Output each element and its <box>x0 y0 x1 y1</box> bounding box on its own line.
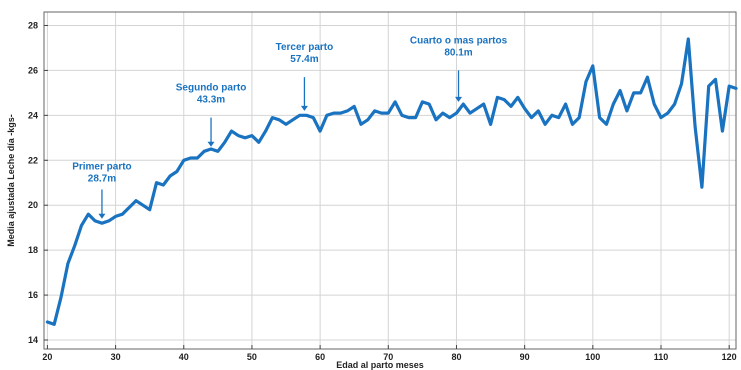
data-series <box>45 37 738 326</box>
annotation-arrow-head <box>455 96 463 102</box>
y-tick-label: 28 <box>28 20 38 30</box>
annotation-value: 28.7m <box>88 173 116 184</box>
x-tick-label: 40 <box>179 352 189 362</box>
x-tick-label: 50 <box>247 352 257 362</box>
grid <box>44 12 736 349</box>
y-axis-label: Media ajustada Leche día -kgs- <box>6 114 16 247</box>
x-tick-label: 60 <box>315 352 325 362</box>
x-tick-label: 20 <box>42 352 52 362</box>
x-tick-label: 70 <box>383 352 393 362</box>
x-axis-label: Edad al parto meses <box>336 360 424 370</box>
x-tick-label: 100 <box>585 352 600 362</box>
x-tick-label: 120 <box>722 352 737 362</box>
y-tick-label: 24 <box>28 110 38 120</box>
y-tick-label: 22 <box>28 155 38 165</box>
y-tick-label: 14 <box>28 335 38 345</box>
y-tick-label: 26 <box>28 65 38 75</box>
x-tick-label: 80 <box>451 352 461 362</box>
x-tick-label: 30 <box>111 352 121 362</box>
annotation-title: Tercer parto <box>276 42 334 53</box>
y-tick-label: 16 <box>28 290 38 300</box>
y-tick-label: 18 <box>28 245 38 255</box>
annotation-value: 43.3m <box>197 95 225 106</box>
annotation-arrow-head <box>207 141 215 147</box>
annotation-title: Primer parto <box>72 161 131 172</box>
x-tick-label: 90 <box>520 352 530 362</box>
y-tick-label: 20 <box>28 200 38 210</box>
annotation-value: 57.4m <box>290 54 318 65</box>
x-tick-label: 110 <box>654 352 669 362</box>
axis-ticks: 20 30 40 50 60 70 80 90 100 110 120 14 16 18 20 22 24 26 2… <box>28 20 737 362</box>
annotation-title: Segundo parto <box>176 83 247 94</box>
annotation-arrow-head <box>300 105 308 111</box>
plot-frame <box>43 11 737 350</box>
annotation-arrow-head <box>98 213 106 219</box>
annotation-title: Cuarto o mas partos <box>410 35 508 46</box>
annotation-value: 80.1m <box>444 47 472 58</box>
series-line <box>45 37 738 326</box>
